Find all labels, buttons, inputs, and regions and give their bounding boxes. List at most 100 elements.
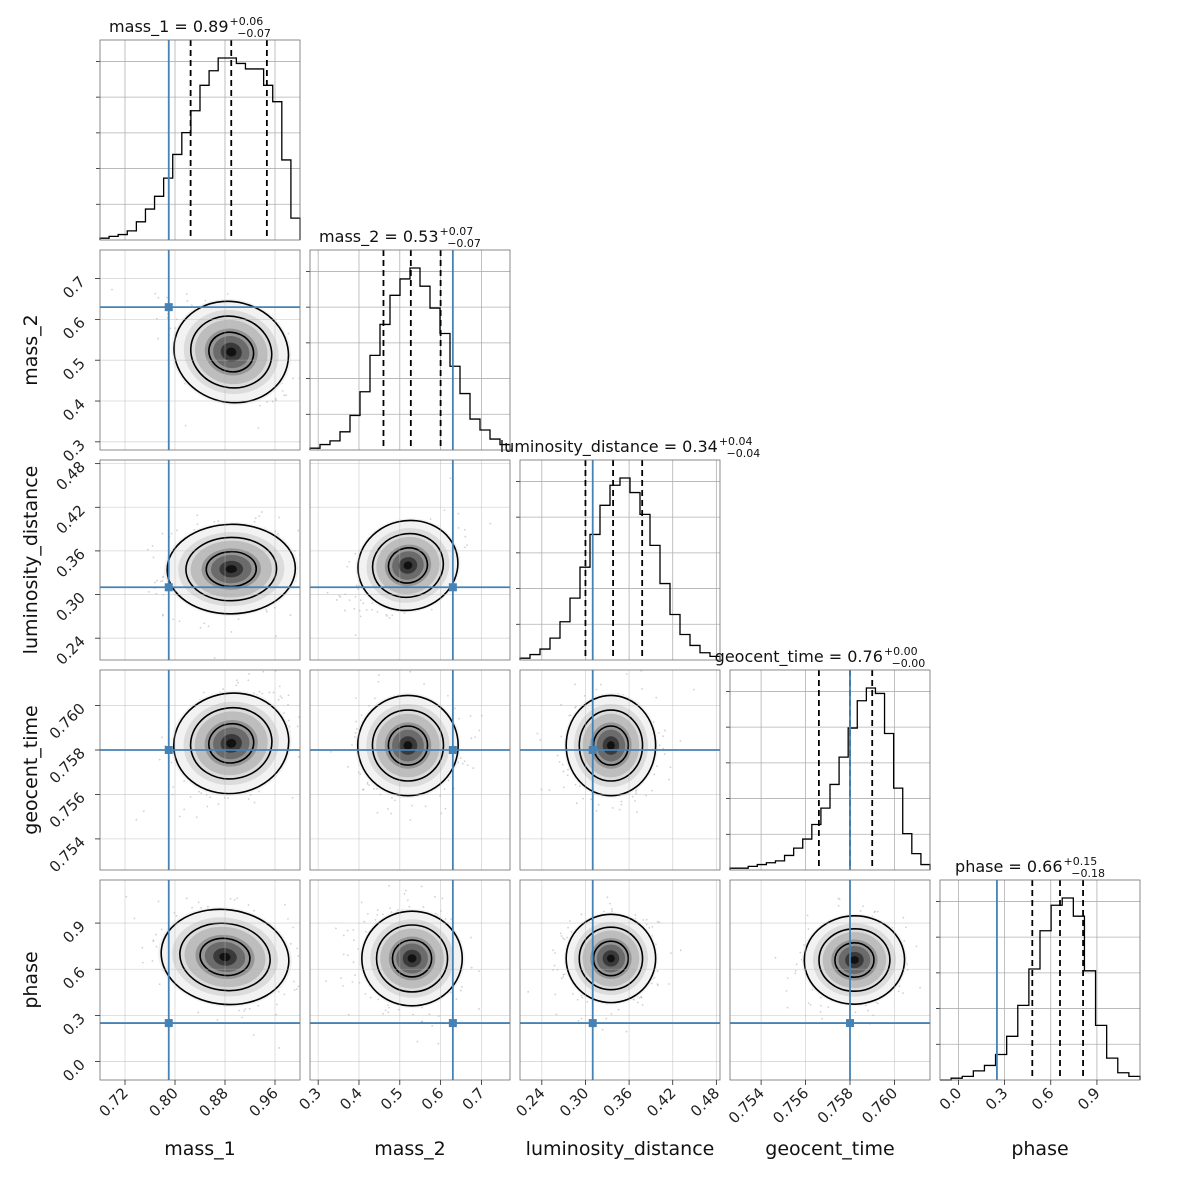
sample-point [377, 998, 380, 1001]
sample-point [377, 680, 380, 683]
sample-point [265, 610, 268, 613]
sample-point [329, 534, 331, 536]
sample-point [361, 788, 364, 791]
sample-point [238, 1009, 240, 1012]
sample-point [373, 697, 376, 700]
panel-frame [99, 249, 301, 451]
sample-point [222, 688, 224, 690]
sample-point [160, 928, 163, 931]
panel-frame [309, 249, 511, 451]
sample-point [330, 750, 332, 753]
sample-point [437, 1042, 440, 1045]
sample-point [388, 884, 391, 887]
panel-frame [519, 459, 721, 661]
sample-point [433, 895, 436, 898]
sample-point [170, 532, 173, 535]
sample-point [366, 781, 369, 784]
sample-point [539, 739, 542, 741]
contour-line [208, 722, 255, 764]
sample-point [385, 613, 388, 616]
sample-point [305, 991, 307, 993]
sample-point [566, 774, 569, 777]
y-tick-label: 0.48 [52, 458, 88, 494]
sample-point [354, 974, 357, 977]
sample-point [178, 620, 181, 623]
sample-point [295, 988, 298, 990]
sample-point [157, 337, 159, 340]
sample-point [416, 1040, 419, 1043]
contour-line [160, 908, 290, 1006]
sample-point [155, 945, 158, 948]
title-minus: −0.18 [1071, 867, 1105, 880]
sample-point [141, 946, 144, 949]
panel-frame [729, 879, 931, 1081]
sample-point [365, 930, 367, 933]
histogram-mass_1 [99, 57, 301, 240]
sample-point [161, 614, 164, 617]
sample-point [306, 723, 308, 725]
sample-point [569, 714, 572, 717]
sample-point [353, 736, 356, 738]
sample-point [297, 955, 300, 957]
sample-point [257, 426, 260, 429]
sample-point [278, 685, 281, 688]
sample-point [277, 990, 280, 993]
y-tick-label: 0.24 [52, 632, 88, 668]
sample-point [455, 998, 458, 1001]
sample-point [303, 961, 305, 963]
sample-point [408, 905, 411, 908]
sample-point [552, 949, 555, 952]
y-tick-label: 0.30 [52, 589, 88, 625]
sample-point [261, 692, 264, 695]
sample-point [346, 954, 349, 957]
y-axis-label-mass_2: mass_2 [20, 314, 42, 386]
sample-point [794, 972, 797, 975]
sample-point [363, 920, 366, 923]
sample-point [158, 758, 161, 761]
sample-point [176, 529, 178, 532]
sample-point [459, 757, 462, 760]
sample-point [821, 1017, 823, 1020]
truth-marker [448, 583, 457, 592]
sample-point [362, 602, 365, 605]
sample-point [457, 512, 460, 515]
sample-point [355, 697, 358, 699]
y-tick-label: 0.4 [59, 395, 89, 425]
sample-point [197, 901, 200, 904]
sample-point [422, 906, 425, 908]
y-axis-label-geocent_time: geocent_time [20, 705, 42, 834]
sample-point [161, 736, 164, 739]
sample-point [645, 918, 648, 921]
sample-point [577, 1020, 580, 1022]
contour-line [356, 694, 459, 797]
density-fill [403, 561, 413, 570]
sample-point [590, 798, 592, 801]
panel-mass_1-vs-mass_2 [99, 249, 301, 451]
sample-point [795, 963, 798, 966]
sample-point [915, 945, 918, 948]
sample-point [599, 683, 602, 686]
sample-point [196, 514, 199, 517]
sample-point [366, 782, 369, 785]
panel-frame [99, 879, 301, 1081]
sample-point [272, 691, 275, 694]
sample-point [389, 907, 391, 910]
sample-point [161, 532, 164, 535]
sample-point [652, 721, 655, 723]
sample-point [611, 807, 614, 809]
title-main: geocent_time = 0.76 [715, 647, 883, 667]
sample-point [611, 910, 613, 913]
sample-point [344, 609, 346, 612]
sample-point [190, 304, 193, 306]
sample-point [902, 992, 904, 994]
sample-point [243, 1010, 245, 1012]
title-main: luminosity_distance = 0.34 [500, 437, 718, 457]
sample-point [548, 789, 551, 792]
truth-marker [164, 1019, 173, 1028]
sample-point [203, 622, 206, 625]
sample-point [230, 631, 233, 633]
sample-point [364, 992, 367, 995]
sample-point [387, 1004, 390, 1007]
sample-point [586, 1001, 589, 1003]
sample-point [237, 618, 240, 621]
